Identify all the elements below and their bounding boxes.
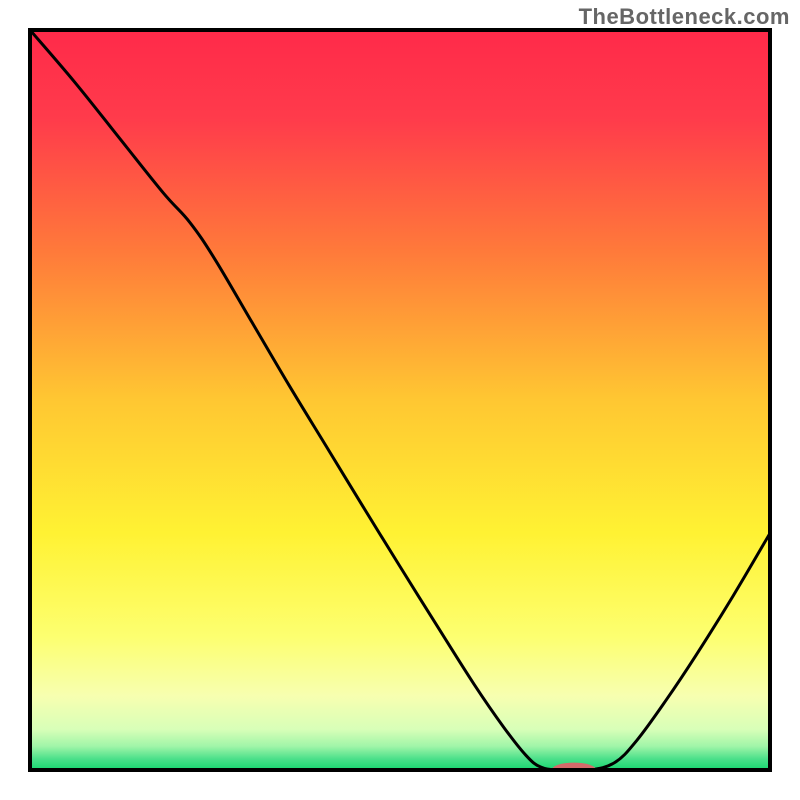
watermark-text: TheBottleneck.com	[579, 4, 790, 30]
bottleneck-chart	[0, 0, 800, 800]
chart-container: TheBottleneck.com	[0, 0, 800, 800]
gradient-background	[30, 30, 770, 770]
